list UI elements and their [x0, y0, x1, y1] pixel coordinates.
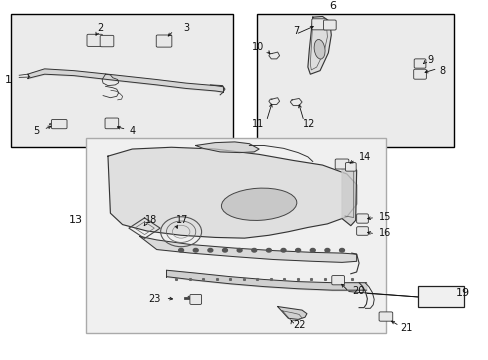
FancyBboxPatch shape — [87, 34, 102, 46]
Polygon shape — [108, 147, 356, 238]
Circle shape — [325, 248, 329, 252]
Polygon shape — [195, 142, 259, 153]
Text: 4: 4 — [130, 126, 136, 136]
Polygon shape — [277, 307, 306, 319]
FancyBboxPatch shape — [413, 69, 426, 79]
Text: 17: 17 — [176, 215, 188, 225]
Text: 20: 20 — [351, 286, 364, 296]
Circle shape — [339, 248, 344, 252]
Text: 1: 1 — [4, 75, 12, 85]
Text: 15: 15 — [378, 212, 390, 222]
FancyBboxPatch shape — [413, 59, 425, 68]
Bar — [256, 14, 453, 147]
Circle shape — [237, 248, 242, 252]
Text: 13: 13 — [68, 215, 82, 225]
FancyBboxPatch shape — [334, 159, 348, 169]
Circle shape — [222, 248, 227, 252]
Bar — [86, 138, 385, 333]
FancyBboxPatch shape — [323, 20, 335, 30]
Text: 3: 3 — [183, 23, 189, 33]
FancyBboxPatch shape — [356, 227, 367, 235]
Circle shape — [251, 248, 256, 252]
Circle shape — [207, 248, 212, 252]
Circle shape — [295, 248, 300, 252]
Circle shape — [310, 248, 315, 252]
Text: 7: 7 — [293, 26, 299, 36]
Text: 21: 21 — [400, 323, 412, 333]
Text: 16: 16 — [378, 228, 390, 238]
Text: 2: 2 — [97, 23, 103, 33]
Bar — [11, 14, 233, 147]
Circle shape — [178, 248, 183, 252]
Circle shape — [193, 248, 198, 252]
Text: 18: 18 — [144, 215, 157, 225]
Ellipse shape — [313, 40, 325, 59]
FancyBboxPatch shape — [189, 294, 201, 305]
Text: 23: 23 — [148, 294, 160, 305]
FancyBboxPatch shape — [345, 163, 355, 171]
Text: 10: 10 — [251, 42, 264, 53]
Text: 9: 9 — [427, 55, 432, 65]
Text: 19: 19 — [455, 288, 469, 298]
FancyBboxPatch shape — [331, 275, 344, 285]
FancyBboxPatch shape — [51, 120, 67, 129]
Text: 5: 5 — [33, 126, 40, 136]
Text: 22: 22 — [293, 320, 305, 330]
Bar — [417, 286, 463, 307]
Ellipse shape — [221, 188, 296, 220]
FancyBboxPatch shape — [156, 35, 171, 47]
Polygon shape — [140, 237, 356, 262]
Text: 8: 8 — [439, 66, 445, 76]
Text: 11: 11 — [251, 119, 264, 129]
Circle shape — [266, 248, 271, 252]
Text: 14: 14 — [358, 152, 370, 162]
FancyBboxPatch shape — [356, 214, 367, 223]
Polygon shape — [341, 163, 356, 226]
FancyBboxPatch shape — [311, 19, 326, 30]
Circle shape — [281, 248, 285, 252]
FancyBboxPatch shape — [378, 312, 392, 321]
FancyBboxPatch shape — [100, 35, 114, 47]
Polygon shape — [307, 17, 330, 74]
FancyBboxPatch shape — [105, 118, 119, 129]
Text: 12: 12 — [303, 119, 315, 129]
Text: 6: 6 — [328, 1, 335, 12]
